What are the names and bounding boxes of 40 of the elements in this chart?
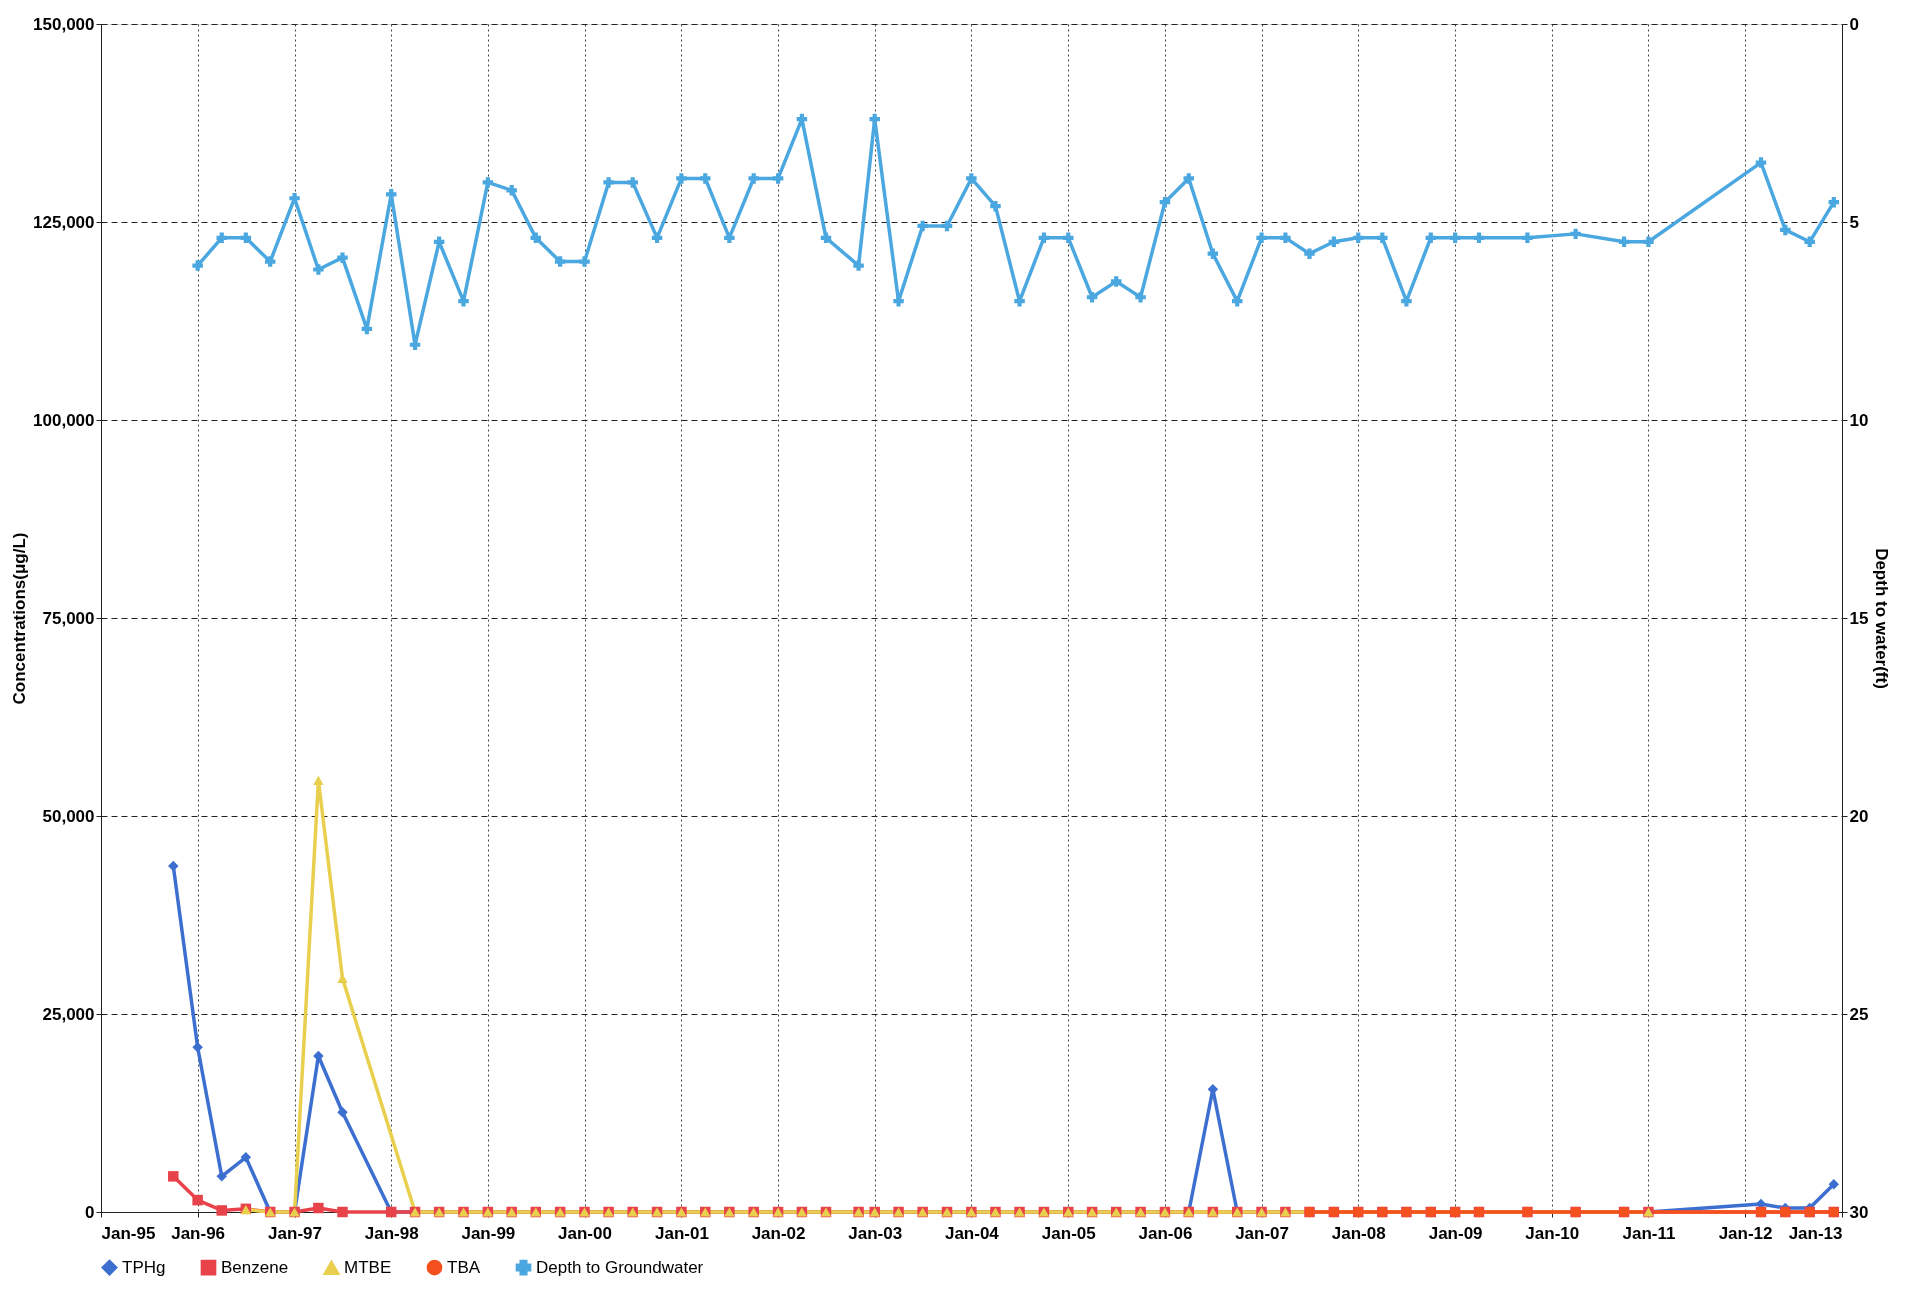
y2-tick-label: 25: [1849, 1004, 1869, 1024]
x-tick-label: Jan-07: [1235, 1223, 1290, 1243]
legend-label: Benzene: [221, 1257, 289, 1277]
x-tick-label: Jan-08: [1331, 1223, 1386, 1243]
legend-label: TPHg: [122, 1257, 166, 1277]
y-tick-label: 0: [85, 1202, 95, 1222]
x-tick-label: Jan-10: [1525, 1223, 1580, 1243]
x-tick-label: Jan-95: [101, 1223, 156, 1243]
x-tick-label: Jan-01: [654, 1223, 709, 1243]
x-tick-label: Jan-13: [1788, 1223, 1843, 1243]
x-tick-label: Jan-03: [848, 1223, 903, 1243]
x-tick-label: Jan-97: [268, 1223, 322, 1243]
y2-tick-label: 30: [1849, 1202, 1869, 1222]
y-tick-label: 50,000: [42, 806, 95, 826]
y2-tick-label: 5: [1849, 212, 1859, 232]
x-tick-label: Jan-99: [461, 1223, 516, 1243]
x-tick-label: Jan-98: [364, 1223, 419, 1243]
x-tick-label: Jan-11: [1622, 1223, 1676, 1243]
x-tick-label: Jan-09: [1428, 1223, 1483, 1243]
x-tick-label: Jan-04: [944, 1223, 1000, 1243]
legend-label: TBA: [447, 1257, 481, 1277]
legend-label: Depth to Groundwater: [536, 1257, 704, 1277]
x-tick-label: Jan-05: [1041, 1223, 1096, 1243]
y2-axis-title: Depth to water(ft): [1872, 548, 1892, 689]
y2-tick-label: 10: [1849, 410, 1869, 430]
legend-label: MTBE: [344, 1258, 392, 1278]
y-tick-label: 25,000: [42, 1004, 95, 1024]
y-tick-label: 125,000: [33, 212, 95, 232]
x-tick-label: Jan-12: [1718, 1223, 1773, 1243]
y-tick-label: 150,000: [33, 14, 95, 34]
y-axis-title: Concentrations(μg/L): [10, 532, 30, 705]
y2-tick-label: 20: [1849, 806, 1869, 826]
x-tick-label: Jan-06: [1138, 1223, 1193, 1243]
x-tick-label: Jan-96: [171, 1223, 226, 1243]
y-tick-label: 75,000: [42, 608, 95, 628]
x-tick-label: Jan-00: [558, 1223, 612, 1243]
y2-tick-label: 0: [1849, 14, 1859, 34]
y2-tick-label: 15: [1849, 608, 1869, 628]
x-tick-label: Jan-02: [751, 1223, 806, 1243]
y-tick-label: 100,000: [33, 410, 95, 430]
